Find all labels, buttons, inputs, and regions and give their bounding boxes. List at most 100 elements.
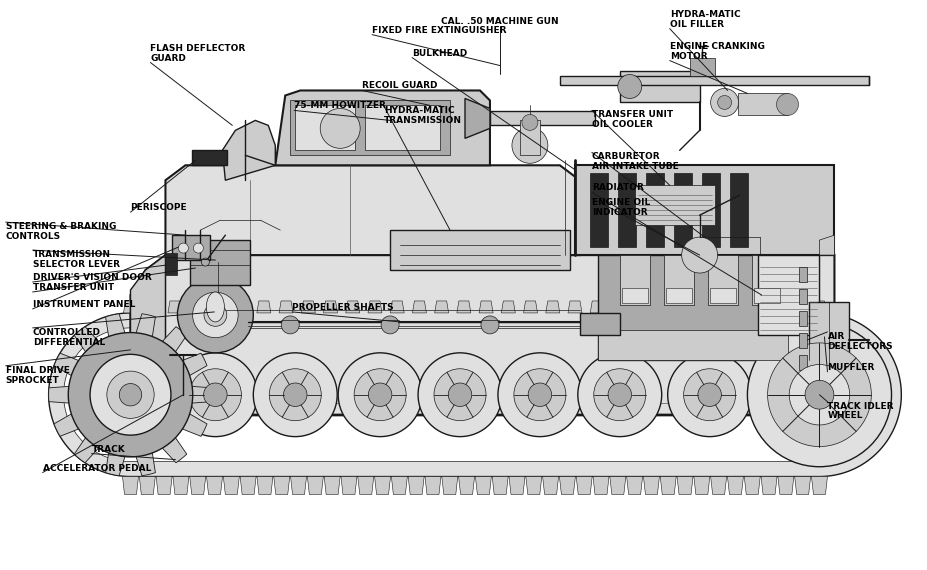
Text: PROPELLER SHAFTS: PROPELLER SHAFTS bbox=[292, 303, 393, 312]
Polygon shape bbox=[346, 301, 360, 313]
Polygon shape bbox=[491, 477, 508, 495]
Polygon shape bbox=[307, 477, 323, 495]
Polygon shape bbox=[106, 314, 125, 336]
Circle shape bbox=[203, 383, 227, 406]
Polygon shape bbox=[634, 301, 648, 313]
Circle shape bbox=[69, 332, 193, 457]
Polygon shape bbox=[235, 301, 248, 313]
Polygon shape bbox=[590, 301, 603, 313]
Bar bbox=[701, 173, 718, 247]
Circle shape bbox=[90, 355, 171, 435]
Circle shape bbox=[593, 369, 645, 421]
Bar bbox=[192, 150, 227, 165]
Circle shape bbox=[512, 127, 547, 163]
Polygon shape bbox=[165, 165, 579, 255]
Circle shape bbox=[253, 353, 337, 437]
Circle shape bbox=[193, 243, 203, 253]
Circle shape bbox=[617, 75, 641, 99]
Circle shape bbox=[281, 316, 298, 334]
Polygon shape bbox=[745, 301, 759, 313]
Polygon shape bbox=[257, 477, 273, 495]
Polygon shape bbox=[106, 453, 125, 476]
Polygon shape bbox=[478, 301, 492, 313]
Text: MUFFLER: MUFFLER bbox=[827, 363, 874, 372]
Polygon shape bbox=[710, 477, 726, 495]
Polygon shape bbox=[131, 255, 165, 415]
Text: HYDRA-MATIC
TRANSMISSION: HYDRA-MATIC TRANSMISSION bbox=[384, 107, 462, 125]
Polygon shape bbox=[240, 477, 256, 495]
Bar bbox=[290, 100, 450, 155]
Polygon shape bbox=[458, 477, 474, 495]
Bar bbox=[645, 173, 663, 247]
Polygon shape bbox=[190, 301, 204, 313]
Circle shape bbox=[337, 353, 422, 437]
Bar bbox=[753, 288, 779, 303]
Polygon shape bbox=[812, 301, 826, 313]
Bar bbox=[590, 173, 607, 247]
Circle shape bbox=[480, 316, 499, 334]
Text: 75-MM HOWITZER: 75-MM HOWITZER bbox=[294, 101, 386, 111]
Polygon shape bbox=[290, 477, 306, 495]
Polygon shape bbox=[131, 255, 165, 415]
Polygon shape bbox=[273, 477, 289, 495]
Bar bbox=[808, 302, 848, 372]
Circle shape bbox=[418, 353, 502, 437]
Polygon shape bbox=[340, 477, 357, 495]
Circle shape bbox=[178, 243, 188, 253]
Polygon shape bbox=[768, 301, 781, 313]
Polygon shape bbox=[626, 477, 641, 495]
Polygon shape bbox=[192, 386, 212, 403]
Text: DRIVER'S VISION DOOR: DRIVER'S VISION DOOR bbox=[32, 273, 151, 282]
Polygon shape bbox=[508, 477, 525, 495]
Ellipse shape bbox=[206, 292, 224, 322]
Bar bbox=[707, 255, 737, 305]
Bar bbox=[295, 105, 355, 150]
Circle shape bbox=[107, 371, 154, 418]
Circle shape bbox=[805, 380, 833, 409]
Circle shape bbox=[788, 364, 849, 425]
Polygon shape bbox=[576, 477, 591, 495]
Bar bbox=[799, 289, 806, 304]
Polygon shape bbox=[574, 165, 833, 255]
Circle shape bbox=[527, 383, 551, 406]
Bar bbox=[673, 173, 691, 247]
Polygon shape bbox=[324, 301, 337, 313]
Polygon shape bbox=[375, 477, 390, 495]
Polygon shape bbox=[54, 353, 79, 376]
Polygon shape bbox=[425, 477, 440, 495]
Polygon shape bbox=[139, 477, 155, 495]
Polygon shape bbox=[659, 477, 676, 495]
Circle shape bbox=[710, 88, 738, 116]
Polygon shape bbox=[794, 477, 810, 495]
Polygon shape bbox=[257, 301, 271, 313]
Bar bbox=[663, 255, 692, 305]
Circle shape bbox=[381, 316, 399, 334]
Bar bbox=[172, 235, 210, 260]
Polygon shape bbox=[523, 301, 537, 313]
Circle shape bbox=[667, 353, 751, 437]
Polygon shape bbox=[609, 477, 625, 495]
Polygon shape bbox=[391, 477, 407, 495]
Circle shape bbox=[189, 369, 241, 421]
Text: ENGINE CRANKING
MOTOR: ENGINE CRANKING MOTOR bbox=[669, 42, 764, 60]
Circle shape bbox=[120, 384, 142, 406]
Text: ACCELERATOR PEDAL: ACCELERATOR PEDAL bbox=[43, 463, 151, 473]
Polygon shape bbox=[136, 453, 155, 476]
Circle shape bbox=[143, 377, 159, 393]
Text: CAL. .50 MACHINE GUN: CAL. .50 MACHINE GUN bbox=[440, 17, 558, 26]
Bar bbox=[737, 93, 787, 115]
Text: PERISCOPE: PERISCOPE bbox=[131, 203, 187, 212]
Text: AIR
DEFLECTORS: AIR DEFLECTORS bbox=[827, 332, 892, 351]
Circle shape bbox=[193, 292, 238, 337]
Polygon shape bbox=[456, 301, 470, 313]
Bar bbox=[799, 267, 806, 282]
Polygon shape bbox=[642, 477, 659, 495]
Circle shape bbox=[521, 115, 538, 131]
Polygon shape bbox=[131, 255, 833, 415]
Polygon shape bbox=[222, 120, 275, 180]
Polygon shape bbox=[74, 438, 98, 463]
Bar bbox=[579, 313, 619, 335]
Polygon shape bbox=[301, 301, 315, 313]
Bar bbox=[559, 75, 869, 86]
Polygon shape bbox=[162, 327, 186, 352]
